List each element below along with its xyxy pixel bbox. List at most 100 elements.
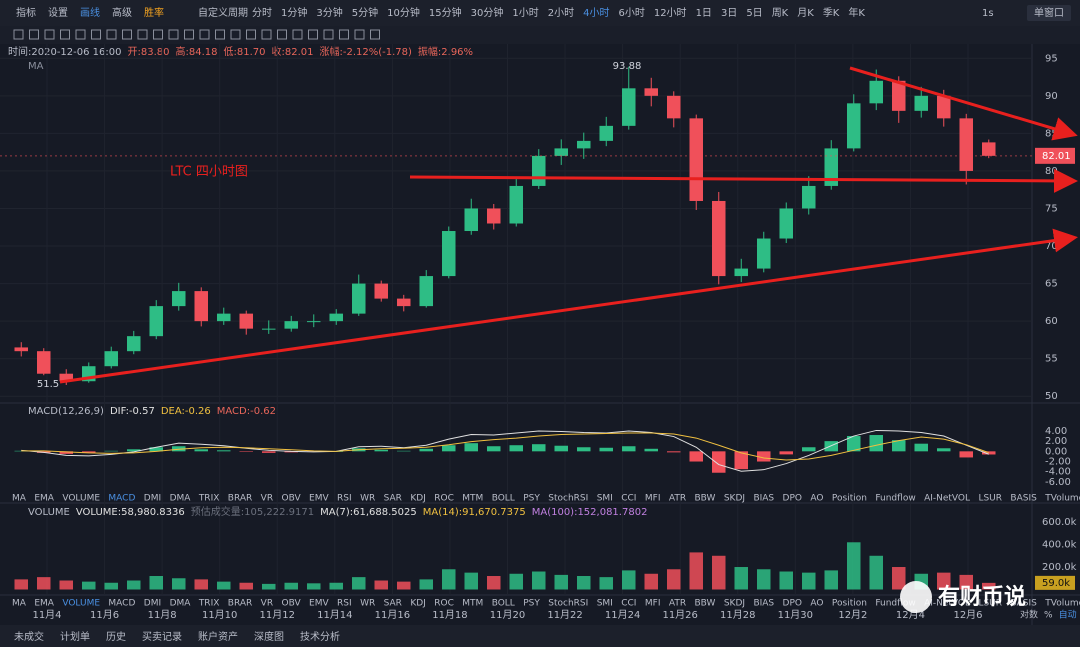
draw-icon[interactable] xyxy=(354,29,365,40)
period-button[interactable]: 2小时 xyxy=(548,7,574,19)
bottom-tab[interactable]: 买卖记录 xyxy=(142,631,182,643)
indicator-tab[interactable]: ROC xyxy=(434,599,454,609)
indicator-tab[interactable]: Position xyxy=(832,599,867,609)
indicator-tab[interactable]: MTM xyxy=(462,494,483,504)
indicator-tab[interactable]: SMI xyxy=(597,494,613,504)
indicator-tab[interactable]: DPO xyxy=(783,599,802,609)
indicator-tab[interactable]: DMA xyxy=(170,494,192,504)
tool-button[interactable]: 高级 xyxy=(112,6,132,19)
indicator-tab[interactable]: WR xyxy=(360,599,375,609)
draw-icon[interactable] xyxy=(13,29,24,40)
draw-icon[interactable] xyxy=(44,29,55,40)
draw-icon[interactable] xyxy=(122,29,132,40)
indicator-tab[interactable]: ROC xyxy=(434,494,454,504)
period-button[interactable]: 5日 xyxy=(746,8,762,19)
indicator-tab[interactable]: SKDJ xyxy=(724,494,745,504)
period-button[interactable]: 分时 xyxy=(252,7,272,19)
bottom-tab[interactable]: 历史 xyxy=(106,631,126,643)
indicator-tab[interactable]: CCI xyxy=(621,494,636,504)
indicator-tab[interactable]: StochRSI xyxy=(548,494,588,504)
bottom-tab[interactable]: 深度图 xyxy=(254,630,284,643)
indicator-tab[interactable]: DPO xyxy=(783,494,802,504)
indicator-tab[interactable]: DMI xyxy=(144,494,161,504)
bottom-tab[interactable]: 技术分析 xyxy=(300,630,340,643)
period-button[interactable]: 1分钟 xyxy=(281,6,307,19)
indicator-tab[interactable]: BOLL xyxy=(492,599,515,609)
indicator-tab[interactable]: KDJ xyxy=(410,494,426,504)
period-button[interactable]: 3日 xyxy=(721,8,737,19)
indicator-tab[interactable]: CCI xyxy=(621,599,636,609)
period-button[interactable]: 4小时 xyxy=(583,7,609,19)
indicator-tab[interactable]: TRIX xyxy=(198,494,220,504)
indicator-tab[interactable]: BASIS xyxy=(1010,599,1037,609)
draw-icon[interactable] xyxy=(153,29,163,40)
draw-icon[interactable] xyxy=(184,29,194,40)
indicator-tab[interactable]: MA xyxy=(12,494,27,504)
indicator-tab[interactable]: MACD xyxy=(108,599,135,609)
scale-option[interactable]: 对数 xyxy=(1020,609,1038,621)
indicator-tab[interactable]: BRAR xyxy=(228,599,252,609)
indicator-tab[interactable]: MA xyxy=(12,599,27,609)
indicator-tab[interactable]: WR xyxy=(360,494,375,504)
draw-icon[interactable] xyxy=(60,29,70,40)
indicator-tab[interactable]: VR xyxy=(261,494,273,504)
indicator-tab[interactable]: AO xyxy=(810,494,823,504)
indicator-tab[interactable]: MFI xyxy=(645,599,661,609)
draw-icon[interactable] xyxy=(137,29,148,40)
indicator-tab[interactable]: TVolume xyxy=(1044,494,1080,504)
indicator-tab[interactable]: ATR xyxy=(669,494,686,504)
indicator-tab[interactable]: VOLUME xyxy=(62,599,100,609)
indicator-tab[interactable]: EMV xyxy=(309,599,329,609)
period-button[interactable]: 5分钟 xyxy=(352,6,378,19)
indicator-tab[interactable]: MACD xyxy=(108,494,135,504)
draw-icon[interactable] xyxy=(168,29,179,40)
draw-icon[interactable] xyxy=(29,29,39,40)
bottom-tab[interactable]: 账户资产 xyxy=(198,630,238,643)
indicator-tab[interactable]: TRIX xyxy=(198,599,220,609)
draw-icon[interactable] xyxy=(230,29,241,40)
indicator-tab[interactable]: SAR xyxy=(384,599,402,609)
period-button[interactable]: 年K xyxy=(848,6,865,19)
period-button[interactable]: 12小时 xyxy=(654,7,687,19)
draw-icon[interactable] xyxy=(261,29,272,40)
bottom-tab[interactable]: 计划单 xyxy=(60,630,90,643)
indicator-tab[interactable]: VR xyxy=(261,599,273,609)
period-button[interactable]: 30分钟 xyxy=(471,6,504,19)
indicator-tab[interactable]: TVolume xyxy=(1044,599,1080,609)
period-button[interactable]: 1小时 xyxy=(512,7,538,19)
indicator-tab[interactable]: SKDJ xyxy=(724,599,745,609)
indicator-tab[interactable]: MTM xyxy=(462,599,483,609)
tool-button[interactable]: 画线 xyxy=(80,6,100,19)
indicator-tab[interactable]: SMI xyxy=(597,599,613,609)
draw-icon[interactable] xyxy=(215,29,225,40)
period-button[interactable]: 周K xyxy=(772,7,789,19)
period-button[interactable]: 10分钟 xyxy=(387,6,420,19)
period-button[interactable]: 月K xyxy=(797,7,814,19)
window-label[interactable]: 单窗口 xyxy=(1034,6,1064,19)
indicator-tab[interactable]: EMV xyxy=(309,494,329,504)
indicator-tab[interactable]: ATR xyxy=(669,599,686,609)
draw-icon[interactable] xyxy=(370,29,380,40)
indicator-tab[interactable]: OBV xyxy=(282,494,302,504)
indicator-tab[interactable]: PSY xyxy=(523,599,540,609)
period-button[interactable]: 6小时 xyxy=(618,7,644,19)
draw-icon[interactable] xyxy=(106,29,117,40)
tool-button[interactable]: 胜率 xyxy=(144,6,164,19)
draw-icon[interactable] xyxy=(308,29,318,40)
indicator-tab[interactable]: StochRSI xyxy=(548,599,588,609)
bottom-tab[interactable]: 未成交 xyxy=(14,630,44,643)
indicator-tab[interactable]: BRAR xyxy=(228,494,252,504)
period-button[interactable]: 15分钟 xyxy=(429,6,462,19)
draw-icon[interactable] xyxy=(246,29,256,40)
tool-button[interactable]: 设置 xyxy=(48,7,68,19)
indicator-tab[interactable]: BIAS xyxy=(753,599,774,609)
draw-icon[interactable] xyxy=(75,29,86,40)
scale-option[interactable]: 自动 xyxy=(1059,609,1077,621)
indicator-tab[interactable]: RSI xyxy=(337,599,352,609)
speed[interactable]: 1s xyxy=(982,8,994,19)
scale-option[interactable]: % xyxy=(1044,611,1053,621)
indicator-tab[interactable]: SAR xyxy=(384,494,402,504)
indicator-tab[interactable]: VOLUME xyxy=(62,494,100,504)
draw-icon[interactable] xyxy=(323,29,334,40)
window-button[interactable] xyxy=(1027,5,1071,21)
